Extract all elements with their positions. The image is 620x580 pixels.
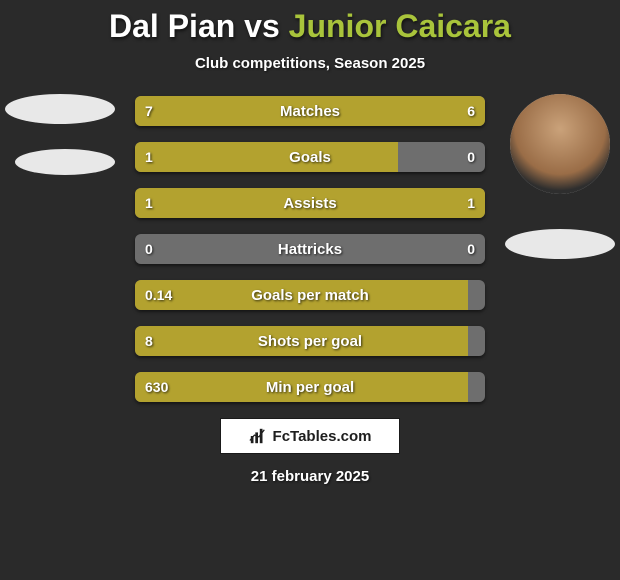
date-label: 21 february 2025: [0, 468, 620, 485]
title-right-name: Junior Caicara: [289, 8, 511, 44]
stat-bars-container: 76Matches10Goals11Assists00Hattricks0.14…: [135, 94, 485, 402]
player-photo-icon: [510, 94, 610, 194]
bar-fill-left: [135, 142, 398, 172]
stat-value-left: 8: [135, 326, 163, 356]
stat-bar-row: 8Shots per goal: [135, 326, 485, 356]
subtitle: Club competitions, Season 2025: [0, 55, 620, 72]
stat-value-right: [465, 372, 485, 402]
stat-bar-row: 10Goals: [135, 142, 485, 172]
stat-bar-row: 00Hattricks: [135, 234, 485, 264]
stat-bar-row: 76Matches: [135, 96, 485, 126]
avatar-placeholder-ellipse: [15, 149, 115, 175]
bar-fill-left: [135, 372, 468, 402]
stat-value-right: 0: [457, 142, 485, 172]
stat-value-right: [465, 280, 485, 310]
stat-value-right: [465, 326, 485, 356]
brand-text: FcTables.com: [273, 428, 372, 445]
bar-track: [135, 234, 485, 264]
stat-value-left: 1: [135, 188, 163, 218]
stat-value-left: 0: [135, 234, 163, 264]
bar-fill-left: [135, 280, 468, 310]
comparison-title: Dal Pian vs Junior Caicara: [0, 0, 620, 45]
stat-value-left: 630: [135, 372, 178, 402]
title-vs: vs: [235, 8, 288, 44]
bars-icon: [249, 427, 267, 445]
player-right-avatar: [510, 94, 610, 194]
stat-bar-row: 630Min per goal: [135, 372, 485, 402]
avatar-placeholder-ellipse: [5, 94, 115, 124]
avatar-shadow-ellipse: [505, 229, 615, 259]
stat-value-right: 0: [457, 234, 485, 264]
title-left-name: Dal Pian: [109, 8, 235, 44]
stat-value-right: 1: [457, 188, 485, 218]
stat-value-left: 1: [135, 142, 163, 172]
stat-value-left: 0.14: [135, 280, 182, 310]
brand-box[interactable]: FcTables.com: [220, 418, 400, 454]
bar-fill-left: [135, 326, 468, 356]
stat-bar-row: 11Assists: [135, 188, 485, 218]
stat-bar-row: 0.14Goals per match: [135, 280, 485, 310]
stat-value-left: 7: [135, 96, 163, 126]
comparison-arena: 76Matches10Goals11Assists00Hattricks0.14…: [0, 94, 620, 402]
bar-fill-left: [135, 96, 324, 126]
stat-value-right: 6: [457, 96, 485, 126]
